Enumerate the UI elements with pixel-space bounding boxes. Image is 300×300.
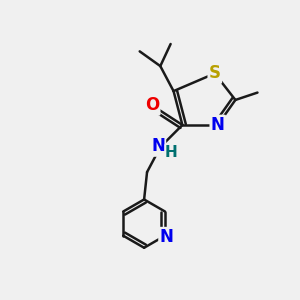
Text: O: O [145, 96, 159, 114]
Text: S: S [209, 64, 221, 82]
Text: N: N [160, 228, 173, 246]
Text: N: N [211, 116, 225, 134]
Text: H: H [165, 145, 178, 160]
Text: N: N [151, 137, 165, 155]
